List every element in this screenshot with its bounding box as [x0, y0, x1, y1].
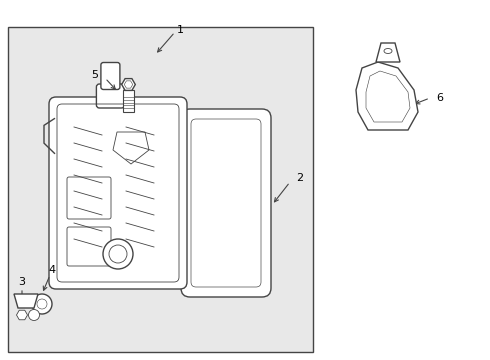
- Circle shape: [103, 239, 133, 269]
- Circle shape: [28, 310, 40, 320]
- Polygon shape: [376, 43, 400, 62]
- Polygon shape: [356, 62, 418, 130]
- FancyBboxPatch shape: [97, 84, 124, 108]
- Text: 4: 4: [49, 265, 55, 275]
- Text: 3: 3: [19, 277, 25, 287]
- Text: 2: 2: [296, 173, 303, 183]
- Text: 1: 1: [176, 25, 183, 35]
- Bar: [123, 90, 134, 112]
- FancyBboxPatch shape: [181, 109, 271, 297]
- FancyBboxPatch shape: [101, 63, 120, 90]
- FancyBboxPatch shape: [49, 97, 187, 289]
- Circle shape: [37, 299, 47, 309]
- Polygon shape: [14, 294, 38, 308]
- Text: 5: 5: [91, 70, 98, 80]
- Circle shape: [32, 294, 52, 314]
- Bar: [8, 27, 313, 352]
- Text: 6: 6: [436, 93, 443, 103]
- Circle shape: [109, 245, 127, 263]
